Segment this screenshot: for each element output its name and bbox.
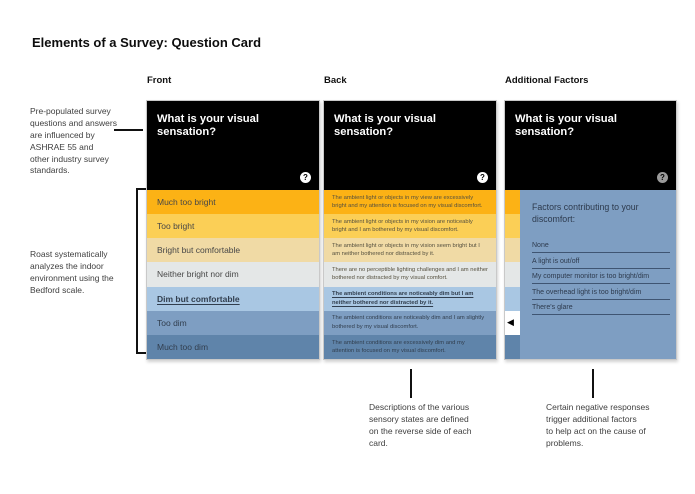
annotation-bedford-scale: Roast systematically analyzes the indoor… xyxy=(30,249,114,295)
question-text: What is your visual sensation? xyxy=(334,113,436,138)
scale-bracket xyxy=(136,188,150,354)
strip-segment xyxy=(505,262,520,287)
factor-item-glare[interactable]: There's glare xyxy=(532,300,670,316)
back-card-descriptions: The ambient light or objects in my view … xyxy=(324,190,496,359)
factor-item-overhead-light[interactable]: The overhead light is too bright/dim xyxy=(532,284,670,300)
option-label: Dim but comfortable xyxy=(157,293,240,304)
description-text: The ambient conditions are noticeably di… xyxy=(332,315,485,330)
strip-segment xyxy=(505,286,520,311)
option-bright-but-comfortable[interactable]: Bright but comfortable xyxy=(147,238,319,263)
front-card-options: Much too bright Too bright Bright but co… xyxy=(147,190,319,359)
strip-segment xyxy=(505,238,520,263)
page-title: Elements of a Survey: Question Card xyxy=(32,35,262,50)
additional-factors-card: What is your visual sensation? ? ◀ Facto… xyxy=(504,100,677,360)
back-card-header: What is your visual sensation? ? xyxy=(324,101,496,190)
question-text: What is your visual sensation? xyxy=(515,113,617,138)
question-text: What is your visual sensation? xyxy=(157,113,259,138)
factors-heading: Factors contributing to your discomfort: xyxy=(532,202,639,224)
option-label: Much too bright xyxy=(157,197,216,208)
connector-line xyxy=(114,129,143,131)
factor-item-monitor[interactable]: My computer monitor is too bright/dim xyxy=(532,269,670,285)
description-text: The ambient light or objects in my visio… xyxy=(332,218,473,234)
description-row-selected: The ambient conditions are noticeably di… xyxy=(324,286,496,311)
description-row: The ambient conditions are excessively d… xyxy=(324,334,496,359)
description-text: The ambient light or objects in my visio… xyxy=(332,242,480,258)
back-card-label: Back xyxy=(324,75,347,86)
front-card-label: Front xyxy=(147,75,172,86)
option-label: Bright but comfortable xyxy=(157,245,241,256)
strip-segment xyxy=(505,190,520,215)
description-text: The ambient conditions are noticeably di… xyxy=(332,291,474,306)
description-text: The ambient light or objects in my view … xyxy=(332,194,483,210)
strip-segment xyxy=(505,334,520,359)
factors-card-header: What is your visual sensation? ? xyxy=(505,101,676,190)
factor-item-light-out[interactable]: A light is out/off xyxy=(532,253,670,269)
annotation-prepopulated: Pre-populated survey questions and answe… xyxy=(30,106,117,176)
option-too-bright[interactable]: Too bright xyxy=(147,214,319,239)
description-text: There are no perceptible lighting challe… xyxy=(332,267,488,282)
additional-factors-label: Additional Factors xyxy=(505,75,589,86)
description-row: The ambient conditions are noticeably di… xyxy=(324,310,496,335)
strip-segment xyxy=(505,214,520,239)
option-neither-bright-nor-dim[interactable]: Neither bright nor dim xyxy=(147,262,319,287)
option-too-dim[interactable]: Too dim xyxy=(147,310,319,335)
callout-line-triggers xyxy=(592,369,594,398)
option-label: Too bright xyxy=(157,221,195,232)
option-much-too-dim[interactable]: Much too dim xyxy=(147,334,319,359)
option-dim-but-comfortable[interactable]: Dim but comfortable xyxy=(147,286,319,311)
option-label: Much too dim xyxy=(157,341,209,352)
option-label: Neither bright nor dim xyxy=(157,269,239,280)
annotation-descriptions: Descriptions of the various sensory stat… xyxy=(369,402,472,448)
description-row: The ambient light or objects in my view … xyxy=(324,190,496,215)
scale-color-strip: ◀ xyxy=(505,190,520,359)
description-row: The ambient light or objects in my visio… xyxy=(324,214,496,239)
factors-card-body: ◀ Factors contributing to your discomfor… xyxy=(505,190,676,359)
help-icon[interactable]: ? xyxy=(657,172,668,183)
description-row: There are no perceptible lighting challe… xyxy=(324,262,496,287)
option-much-too-bright[interactable]: Much too bright xyxy=(147,190,319,215)
back-card: What is your visual sensation? ? The amb… xyxy=(323,100,497,360)
front-card-header: What is your visual sensation? ? xyxy=(147,101,319,190)
option-label: Too dim xyxy=(157,317,187,328)
front-card: What is your visual sensation? ? Much to… xyxy=(146,100,320,360)
callout-line-descriptions xyxy=(410,369,412,398)
description-row: The ambient light or objects in my visio… xyxy=(324,238,496,263)
back-arrow-icon[interactable]: ◀ xyxy=(507,317,514,328)
factors-panel: Factors contributing to your discomfort:… xyxy=(520,190,676,359)
description-text: The ambient conditions are excessively d… xyxy=(332,339,465,354)
annotation-triggers: Certain negative responses trigger addit… xyxy=(546,402,650,448)
help-icon[interactable]: ? xyxy=(300,172,311,183)
help-icon[interactable]: ? xyxy=(477,172,488,183)
back-arrow-segment[interactable]: ◀ xyxy=(505,310,520,335)
factor-item-none[interactable]: None xyxy=(532,238,670,254)
